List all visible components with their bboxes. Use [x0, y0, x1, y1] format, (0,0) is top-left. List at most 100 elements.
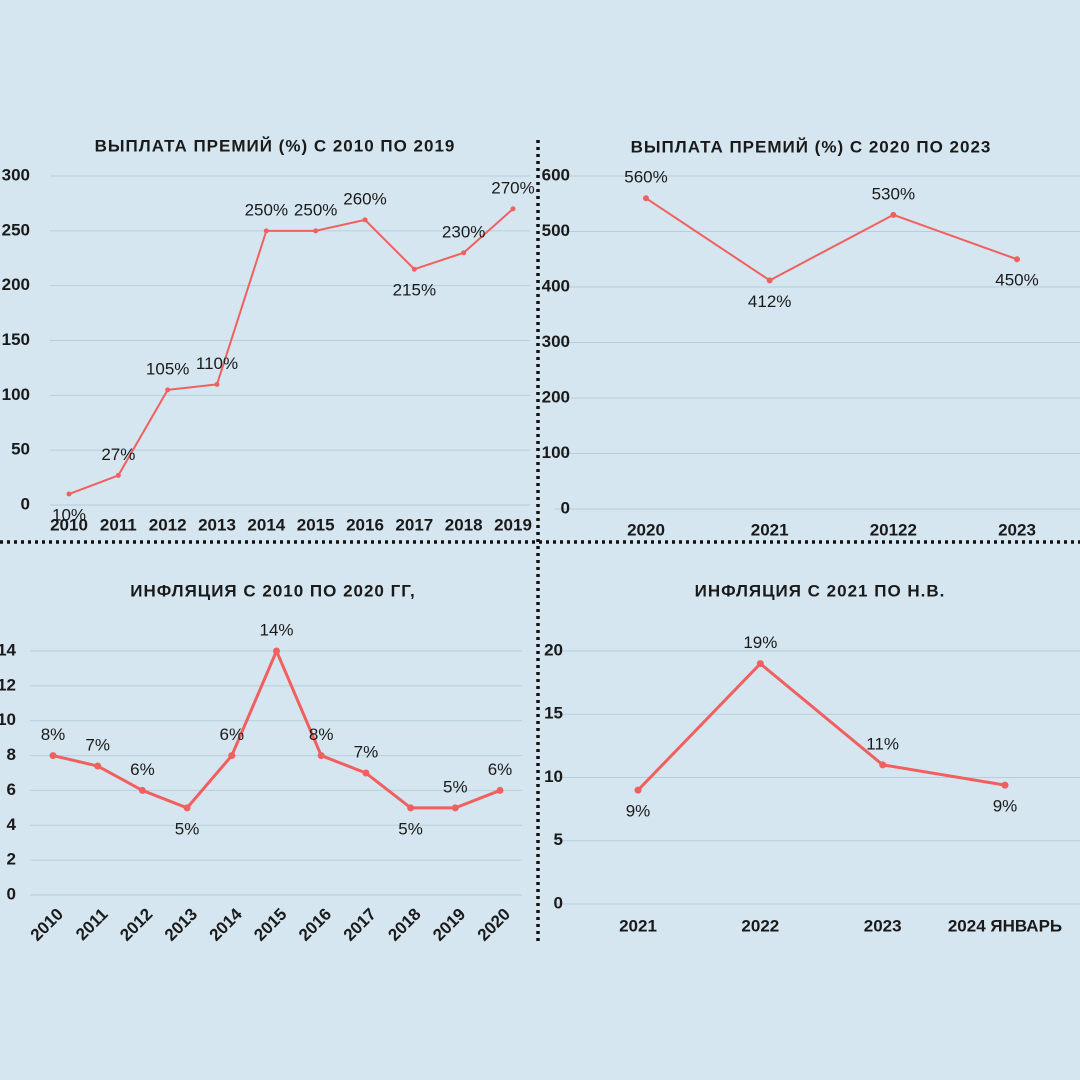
value-label: 105% — [146, 359, 189, 378]
point — [362, 769, 370, 777]
line — [645, 197, 1018, 282]
y-tick-label: 5 — [554, 830, 563, 849]
x-tick-label: 2013 — [198, 515, 236, 534]
point — [165, 387, 171, 393]
point — [214, 381, 220, 387]
value-label: 14% — [259, 620, 293, 639]
y-tick-label: 8 — [7, 745, 16, 764]
point — [317, 752, 325, 760]
x-tick-label: 2013 — [161, 905, 201, 945]
x-tick-label: 2018 — [384, 905, 424, 945]
x-tick-label: 2017 — [395, 515, 433, 534]
point — [49, 752, 57, 760]
y-tick-label: 10 — [0, 710, 16, 729]
x-tick-label: 2021 — [619, 916, 657, 935]
y-tick-label: 15 — [544, 704, 563, 723]
value-label: 215% — [393, 281, 436, 300]
y-tick-label: 4 — [7, 815, 17, 834]
value-label: 230% — [442, 222, 485, 241]
y-tick-label: 200 — [2, 275, 30, 294]
x-tick-label: 2022 — [741, 916, 779, 935]
value-label: 9% — [993, 797, 1018, 816]
x-tick-label: 2024 ЯНВАРЬ — [948, 916, 1062, 935]
point — [890, 211, 897, 218]
y-tick-label: 20 — [544, 640, 563, 659]
value-label: 8% — [41, 725, 66, 744]
point — [273, 647, 280, 655]
x-tick-label: 2014 — [206, 904, 247, 945]
x-tick-label: 2011 — [100, 515, 137, 534]
value-label: 5% — [443, 777, 468, 796]
line — [68, 208, 514, 495]
value-label: 270% — [491, 178, 534, 197]
y-tick-label: 100 — [2, 385, 30, 404]
y-tick-label: 12 — [0, 675, 16, 694]
value-label: 7% — [354, 742, 379, 761]
point — [362, 217, 368, 223]
point — [1001, 781, 1009, 789]
point — [634, 786, 642, 794]
value-label: 6% — [488, 760, 513, 779]
x-tick-label: 2020 — [474, 905, 514, 945]
x-tick-label: 2016 — [346, 515, 384, 534]
value-label: 6% — [220, 725, 245, 744]
value-label: 260% — [343, 189, 386, 208]
point — [407, 804, 415, 812]
y-tick-label: 200 — [542, 387, 570, 406]
value-label: 250% — [294, 200, 337, 219]
point — [228, 752, 236, 760]
x-tick-label: 2018 — [445, 515, 483, 534]
point — [183, 804, 191, 812]
y-tick-label: 2 — [7, 850, 16, 869]
point — [94, 762, 102, 770]
line — [52, 649, 501, 810]
point — [313, 228, 319, 234]
y-tick-label: 10 — [544, 767, 563, 786]
x-tick-label: 2014 — [247, 515, 285, 534]
y-tick-label: 100 — [542, 443, 570, 462]
x-tick-label: 2020 — [627, 520, 665, 539]
value-label: 7% — [85, 736, 110, 755]
x-tick-label: 2021 — [751, 520, 789, 539]
y-tick-label: 500 — [542, 221, 570, 240]
point — [1014, 256, 1020, 263]
y-tick-label: 50 — [11, 440, 30, 459]
y-tick-label: 300 — [542, 332, 570, 351]
point — [115, 472, 121, 478]
x-tick-label: 2023 — [864, 916, 902, 935]
x-tick-label: 2019 — [429, 905, 469, 945]
point — [263, 228, 269, 234]
x-tick-label: 2011 — [72, 905, 112, 945]
x-tick-label: 2016 — [295, 905, 335, 945]
value-label: 450% — [995, 271, 1038, 290]
point — [66, 491, 72, 497]
x-tick-label: 2010 — [50, 515, 88, 534]
value-label: 530% — [872, 184, 915, 203]
line — [636, 662, 1006, 792]
value-label: 5% — [175, 819, 200, 838]
value-label: 11% — [866, 734, 899, 753]
y-tick-label: 0 — [7, 884, 16, 903]
value-label: 560% — [624, 168, 667, 187]
point — [496, 786, 504, 794]
y-tick-label: 400 — [542, 276, 570, 295]
x-tick-label: 2012 — [149, 515, 187, 534]
y-tick-label: 0 — [21, 494, 30, 513]
chart-title: ВЫПЛАТА ПРЕМИЙ (%) С 2010 ПО 2019 — [95, 136, 456, 155]
point — [138, 786, 146, 794]
y-tick-label: 14 — [0, 640, 17, 659]
y-tick-label: 250 — [2, 220, 30, 239]
y-tick-label: 0 — [561, 498, 570, 517]
value-label: 412% — [748, 292, 791, 311]
y-tick-label: 0 — [554, 893, 563, 912]
value-label: 27% — [101, 445, 135, 464]
point — [756, 660, 764, 668]
value-label: 6% — [130, 760, 155, 779]
x-tick-label: 2015 — [297, 515, 335, 534]
x-tick-label: 2017 — [340, 905, 380, 945]
x-tick-label: 2010 — [27, 905, 67, 945]
value-label: 19% — [743, 633, 777, 652]
x-tick-label: 2012 — [116, 905, 156, 945]
x-tick-label: 2023 — [998, 520, 1036, 539]
